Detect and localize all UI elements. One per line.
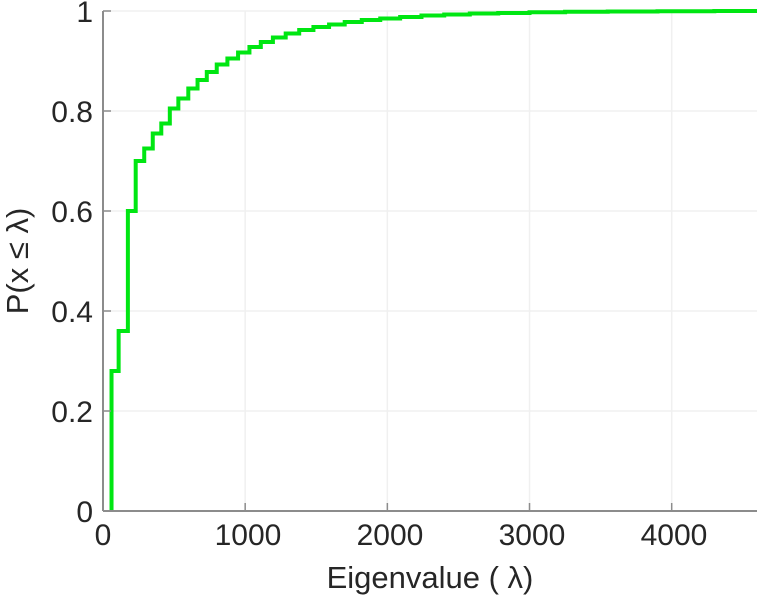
y-tick-label-0: 0 [76,496,93,529]
x-tick-label-0: 0 [95,519,112,552]
data-series-group [109,9,757,511]
x-tick-label-3: 3000 [499,519,566,552]
x-tick-label-4: 4000 [641,519,708,552]
y-tick-label-4: 0.8 [51,96,93,129]
y-tick-label-5: 1 [76,0,93,29]
x-tick-label-2: 2000 [357,519,424,552]
y-tick-label-2: 0.4 [51,296,93,329]
y-tick-label-1: 0.2 [51,396,93,429]
gridlines [103,10,757,512]
plot-background [103,11,757,511]
cdf-step-curve [109,9,757,511]
x-tick-marks [102,503,673,511]
x-tick-label-1: 1000 [215,519,282,552]
x-axis-title: Eigenvalue ( λ) [327,560,534,595]
y-tick-label-3: 0.6 [51,196,93,229]
y-axis-title: P(x ≤ λ) [0,208,35,315]
y-tick-marks [103,10,111,512]
